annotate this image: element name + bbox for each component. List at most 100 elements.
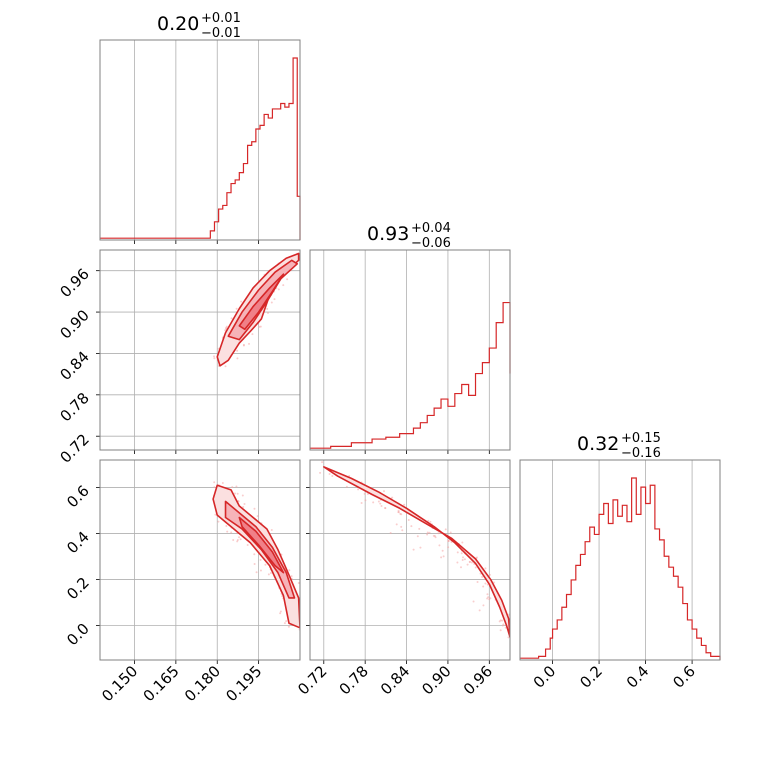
- contour4-point: [213, 481, 216, 484]
- contour4-point: [290, 575, 293, 578]
- contour5-point: [418, 527, 421, 530]
- contour4-point: [253, 553, 256, 556]
- contour5-point: [397, 511, 400, 514]
- contour3-point: [236, 349, 239, 352]
- contour5-plot-area: [319, 461, 513, 639]
- contour5-point: [377, 500, 380, 503]
- contour5-point: [482, 604, 485, 607]
- contour3-ylabel-1: 0.78: [56, 389, 92, 425]
- bottom-x3-xlabel-1: 0.2: [576, 662, 606, 692]
- contour5-point: [380, 504, 383, 507]
- contour4-point: [297, 581, 300, 584]
- contour4-point: [279, 612, 282, 615]
- contour4-point: [264, 563, 267, 566]
- contour5-point: [487, 596, 490, 599]
- contour5-point: [416, 535, 419, 538]
- contour5-point: [478, 609, 481, 612]
- contour5-point: [331, 474, 334, 477]
- contour4-ylabel-0: 0.0: [63, 620, 93, 650]
- contour4-point: [253, 562, 256, 565]
- bottom-x1-xlabel-3: 0.195: [222, 662, 265, 705]
- contour5-point: [389, 531, 392, 534]
- contour-panel-3-2: 0.72 0.78 0.84 0.90 0.96: [294, 459, 513, 698]
- contour4-point: [242, 506, 245, 509]
- contour5-point: [428, 531, 431, 534]
- contour5-point: [438, 544, 441, 547]
- hist3-frame: [519, 459, 721, 661]
- contour3-point: [286, 278, 289, 281]
- contour5-point: [476, 580, 479, 583]
- contour5-point: [484, 582, 487, 585]
- contour5-point: [383, 490, 386, 493]
- contour5-point: [481, 575, 484, 578]
- contour4-plot-area: [212, 481, 300, 631]
- contour5-point: [486, 583, 489, 586]
- contour4-point: [246, 544, 249, 547]
- contour3-point: [235, 307, 238, 310]
- contour3-ylabel-3: 0.90: [56, 306, 92, 342]
- contour5-point: [507, 636, 510, 639]
- contour4-point: [253, 507, 256, 510]
- contour5-point: [511, 636, 513, 638]
- contour5-point: [466, 563, 469, 566]
- contour3-point: [224, 329, 227, 332]
- contour5-level-1: [322, 466, 510, 638]
- contour3-point: [240, 300, 243, 303]
- contour5-point: [433, 534, 436, 537]
- contour5-point: [400, 513, 403, 516]
- contour3-point: [259, 325, 262, 328]
- contour4-point: [259, 558, 262, 561]
- contour4-point: [231, 486, 234, 489]
- contour4-point: [221, 482, 224, 485]
- contour5-point: [403, 503, 406, 506]
- bottom-x1-xlabel-0: 0.150: [98, 662, 141, 705]
- contour4-point: [283, 622, 286, 625]
- contour5-point: [407, 519, 410, 522]
- contour4-point: [239, 538, 242, 541]
- contour4-point: [214, 513, 217, 516]
- contour5-point: [379, 502, 382, 505]
- contour5-point: [486, 593, 489, 596]
- contour4-point: [232, 538, 235, 541]
- contour5-point: [426, 533, 429, 536]
- bottom-x1-xlabel-1: 0.165: [140, 662, 183, 705]
- contour3-point: [213, 357, 216, 360]
- contour4-point: [285, 620, 288, 623]
- contour5-point: [459, 566, 462, 569]
- contour5-point: [401, 529, 404, 532]
- contour4-point: [267, 573, 270, 576]
- contour4-point: [233, 492, 236, 495]
- title-2: 0.93 +0.04 −0.06: [367, 221, 451, 251]
- contour3-ylabel-4: 0.96: [56, 265, 92, 301]
- title-1: 0.20 +0.01 −0.01: [157, 11, 241, 41]
- contour3-ylabel-2: 0.84: [56, 348, 92, 384]
- title-3-lower: −0.16: [621, 446, 661, 461]
- contour5-point: [447, 539, 450, 542]
- contour4-point: [235, 485, 238, 488]
- contour5-point: [419, 546, 422, 549]
- contour5-point: [360, 501, 363, 504]
- bottom-x3-xlabel-0: 0.0: [530, 662, 560, 692]
- contour4-point: [256, 515, 259, 518]
- title-1-lower: −0.01: [201, 26, 241, 41]
- contour4-level-3: [238, 516, 285, 574]
- contour5-point: [357, 488, 360, 491]
- bottom-x2-xlabel-4: 0.96: [460, 662, 496, 698]
- contour5-frame: [309, 459, 511, 661]
- contour5-point: [319, 471, 322, 474]
- bottom-x2-xlabel-0: 0.72: [294, 662, 330, 698]
- contour4-point: [287, 625, 290, 628]
- contour3-point: [248, 342, 251, 345]
- contour5-point: [463, 558, 466, 561]
- contour4-point: [225, 525, 228, 528]
- bottom-x2-xlabel-1: 0.78: [336, 662, 372, 698]
- contour5-point: [462, 556, 465, 559]
- contour5-point: [321, 461, 324, 464]
- contour5-point: [412, 548, 415, 551]
- contour5-point: [482, 585, 485, 588]
- bottom-x3-xlabel-3: 0.6: [669, 662, 699, 692]
- contour3-point: [236, 357, 239, 360]
- contour4-point: [243, 502, 246, 505]
- contour3-point: [224, 365, 227, 368]
